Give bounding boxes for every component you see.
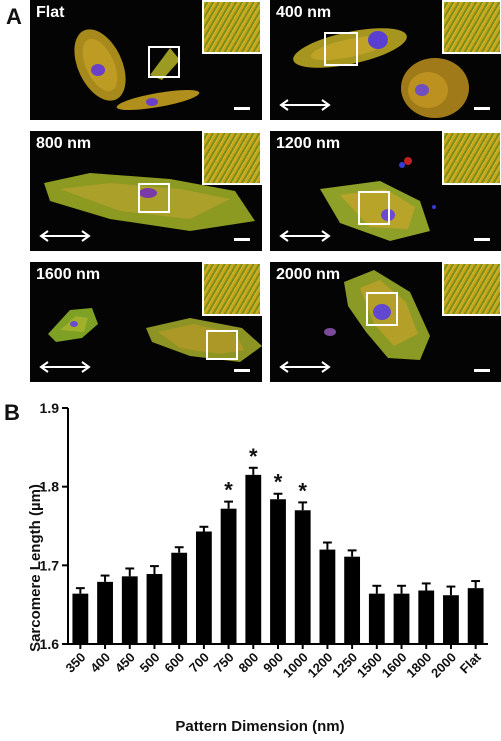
- bar-400: [97, 581, 113, 644]
- zoom-inset: [202, 131, 262, 185]
- panel-a-letter: A: [6, 4, 22, 29]
- sarcomere-length-bar-chart: * * * * 35040045050060070075080090010001200…: [27, 400, 488, 735]
- y-axis-label: Sarcomere Length (µm): [27, 484, 44, 652]
- tile-label: Flat: [36, 4, 65, 21]
- x-tick-label: 1800: [403, 650, 434, 681]
- bar-900: [270, 499, 286, 644]
- zoom-inset: [202, 0, 262, 54]
- bar-750: [220, 508, 237, 644]
- cell-image-400nm: [293, 28, 469, 118]
- x-tick-label: 1250: [329, 650, 360, 681]
- bar-1600: [393, 593, 410, 644]
- zoom-inset: [442, 131, 501, 185]
- significance-marker: *: [274, 470, 283, 495]
- significance-marker: *: [298, 478, 307, 503]
- zoom-inset: [442, 0, 501, 54]
- x-tick-label: 450: [112, 650, 138, 676]
- x-tick-labels: 3504004505006007007508009001000120012501…: [63, 644, 484, 681]
- micrograph-1200nm: 1200 nm: [270, 131, 501, 251]
- bar-450: [121, 576, 138, 644]
- pattern-direction-arrow: [279, 230, 331, 242]
- panel-b-letter: B: [4, 400, 20, 425]
- bar-1000: [294, 510, 311, 644]
- significance-marker: *: [249, 444, 258, 469]
- x-tick-label: 2000: [428, 650, 459, 681]
- scale-bar: [474, 369, 490, 372]
- bar-700: [195, 531, 212, 644]
- x-tick-label: 1000: [280, 650, 311, 681]
- micrograph-400nm: 400 nm: [270, 0, 501, 120]
- bar-1500: [368, 593, 385, 644]
- bar-600: [171, 552, 188, 644]
- region-of-interest-box: [206, 330, 238, 360]
- tile-label: 800 nm: [36, 135, 92, 152]
- bar-1200: [319, 549, 336, 644]
- scale-bar: [234, 238, 250, 241]
- x-tick-label: 600: [161, 650, 187, 676]
- tile-label: 1200 nm: [276, 135, 341, 152]
- y-tick-label: 1.9: [40, 400, 60, 416]
- zoom-inset: [442, 262, 501, 316]
- region-of-interest-box: [324, 32, 358, 66]
- cell-image-1600nm: [48, 308, 262, 362]
- region-of-interest-box: [358, 191, 390, 225]
- x-tick-label: 1500: [354, 650, 385, 681]
- x-tick-label: 350: [63, 650, 89, 676]
- y-tick-label: 1.6: [40, 636, 60, 652]
- region-of-interest-box: [366, 292, 398, 326]
- y-tick-label: 1.8: [40, 479, 60, 495]
- bar-800: [245, 474, 262, 644]
- y-tick-label: 1.7: [40, 557, 60, 573]
- tile-label: 400 nm: [276, 4, 332, 21]
- zoom-inset: [202, 262, 262, 316]
- region-of-interest-box: [148, 46, 180, 78]
- bar-1250: [344, 556, 361, 644]
- x-tick-label: Flat: [457, 649, 484, 676]
- pattern-direction-arrow: [279, 99, 331, 111]
- bar-350: [72, 593, 89, 644]
- micrograph-1600nm: 1600 nm: [30, 262, 262, 382]
- x-tick-label: 750: [211, 650, 237, 676]
- x-tick-label: 400: [87, 650, 113, 676]
- scale-bar: [234, 369, 250, 372]
- micrograph-2000nm: 2000 nm: [270, 262, 501, 382]
- x-axis-label: Pattern Dimension (nm): [175, 718, 344, 735]
- bar-500: [146, 573, 163, 644]
- tile-label: 2000 nm: [276, 266, 341, 283]
- micrograph-flat: Flat: [30, 0, 262, 120]
- scale-bar: [234, 107, 250, 110]
- scale-bar: [474, 107, 490, 110]
- chart-bars: * * * *: [72, 444, 484, 644]
- x-tick-label: 1600: [379, 650, 410, 681]
- x-tick-label: 1200: [304, 650, 335, 681]
- pattern-direction-arrow: [39, 361, 91, 373]
- micrograph-800nm: 800 nm: [30, 131, 262, 251]
- cell-image-flat: [74, 29, 200, 111]
- cell-image-800nm: [44, 173, 255, 231]
- scale-bar: [474, 238, 490, 241]
- x-tick-label: 800: [235, 650, 261, 676]
- bar-2000: [443, 595, 459, 644]
- x-tick-label: 500: [137, 650, 163, 676]
- tile-label: 1600 nm: [36, 266, 101, 283]
- cell-image-2000nm: [324, 270, 430, 360]
- y-tick-labels: 1.6 1.7 1.8 1.9: [40, 400, 68, 652]
- bar-Flat: [467, 588, 484, 644]
- bar-1800: [418, 590, 435, 644]
- pattern-direction-arrow: [39, 230, 91, 242]
- significance-marker: *: [224, 478, 233, 503]
- pattern-direction-arrow: [279, 361, 331, 373]
- region-of-interest-box: [138, 183, 170, 213]
- x-tick-label: 700: [186, 650, 212, 676]
